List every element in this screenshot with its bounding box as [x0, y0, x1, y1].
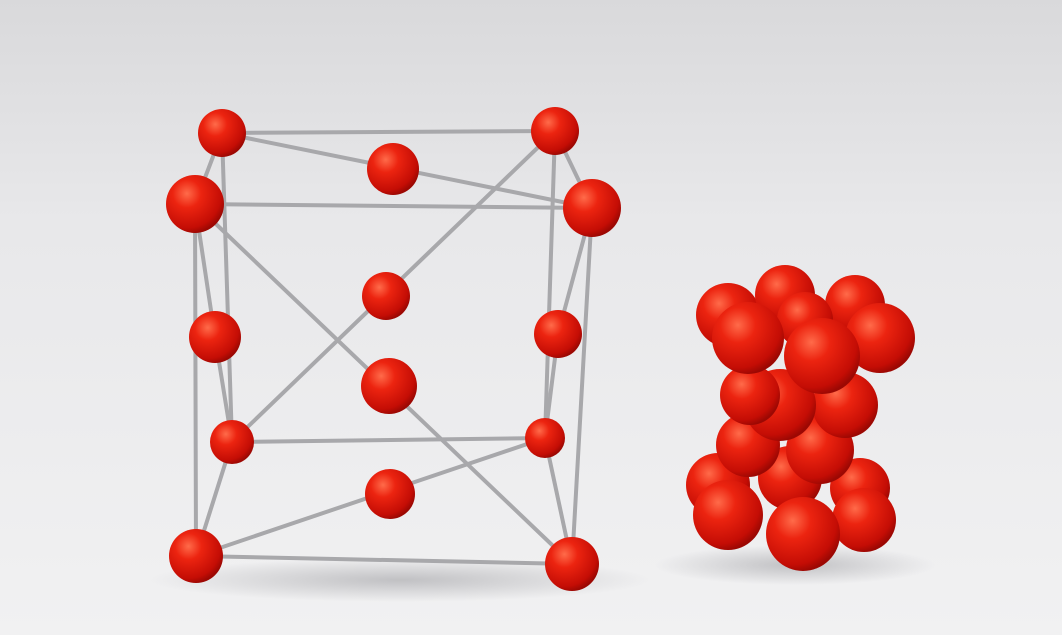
atom [712, 302, 784, 374]
atom [361, 358, 417, 414]
space-filling-model [686, 265, 915, 571]
atom [784, 318, 860, 394]
atom [166, 175, 224, 233]
atom [189, 311, 241, 363]
atom [525, 418, 565, 458]
atom [545, 537, 599, 591]
atom [198, 109, 246, 157]
atom [563, 179, 621, 237]
atom [766, 497, 840, 571]
atom [531, 107, 579, 155]
atom [169, 529, 223, 583]
atom [720, 365, 780, 425]
atom [367, 143, 419, 195]
atom [534, 310, 582, 358]
unit-cell-shadow [150, 558, 650, 602]
atom [365, 469, 415, 519]
atom [832, 488, 896, 552]
atom [362, 272, 410, 320]
atom [210, 420, 254, 464]
atom [693, 480, 763, 550]
ball-and-stick-unit-cell [166, 107, 621, 591]
atoms [166, 107, 621, 591]
atom [845, 303, 915, 373]
